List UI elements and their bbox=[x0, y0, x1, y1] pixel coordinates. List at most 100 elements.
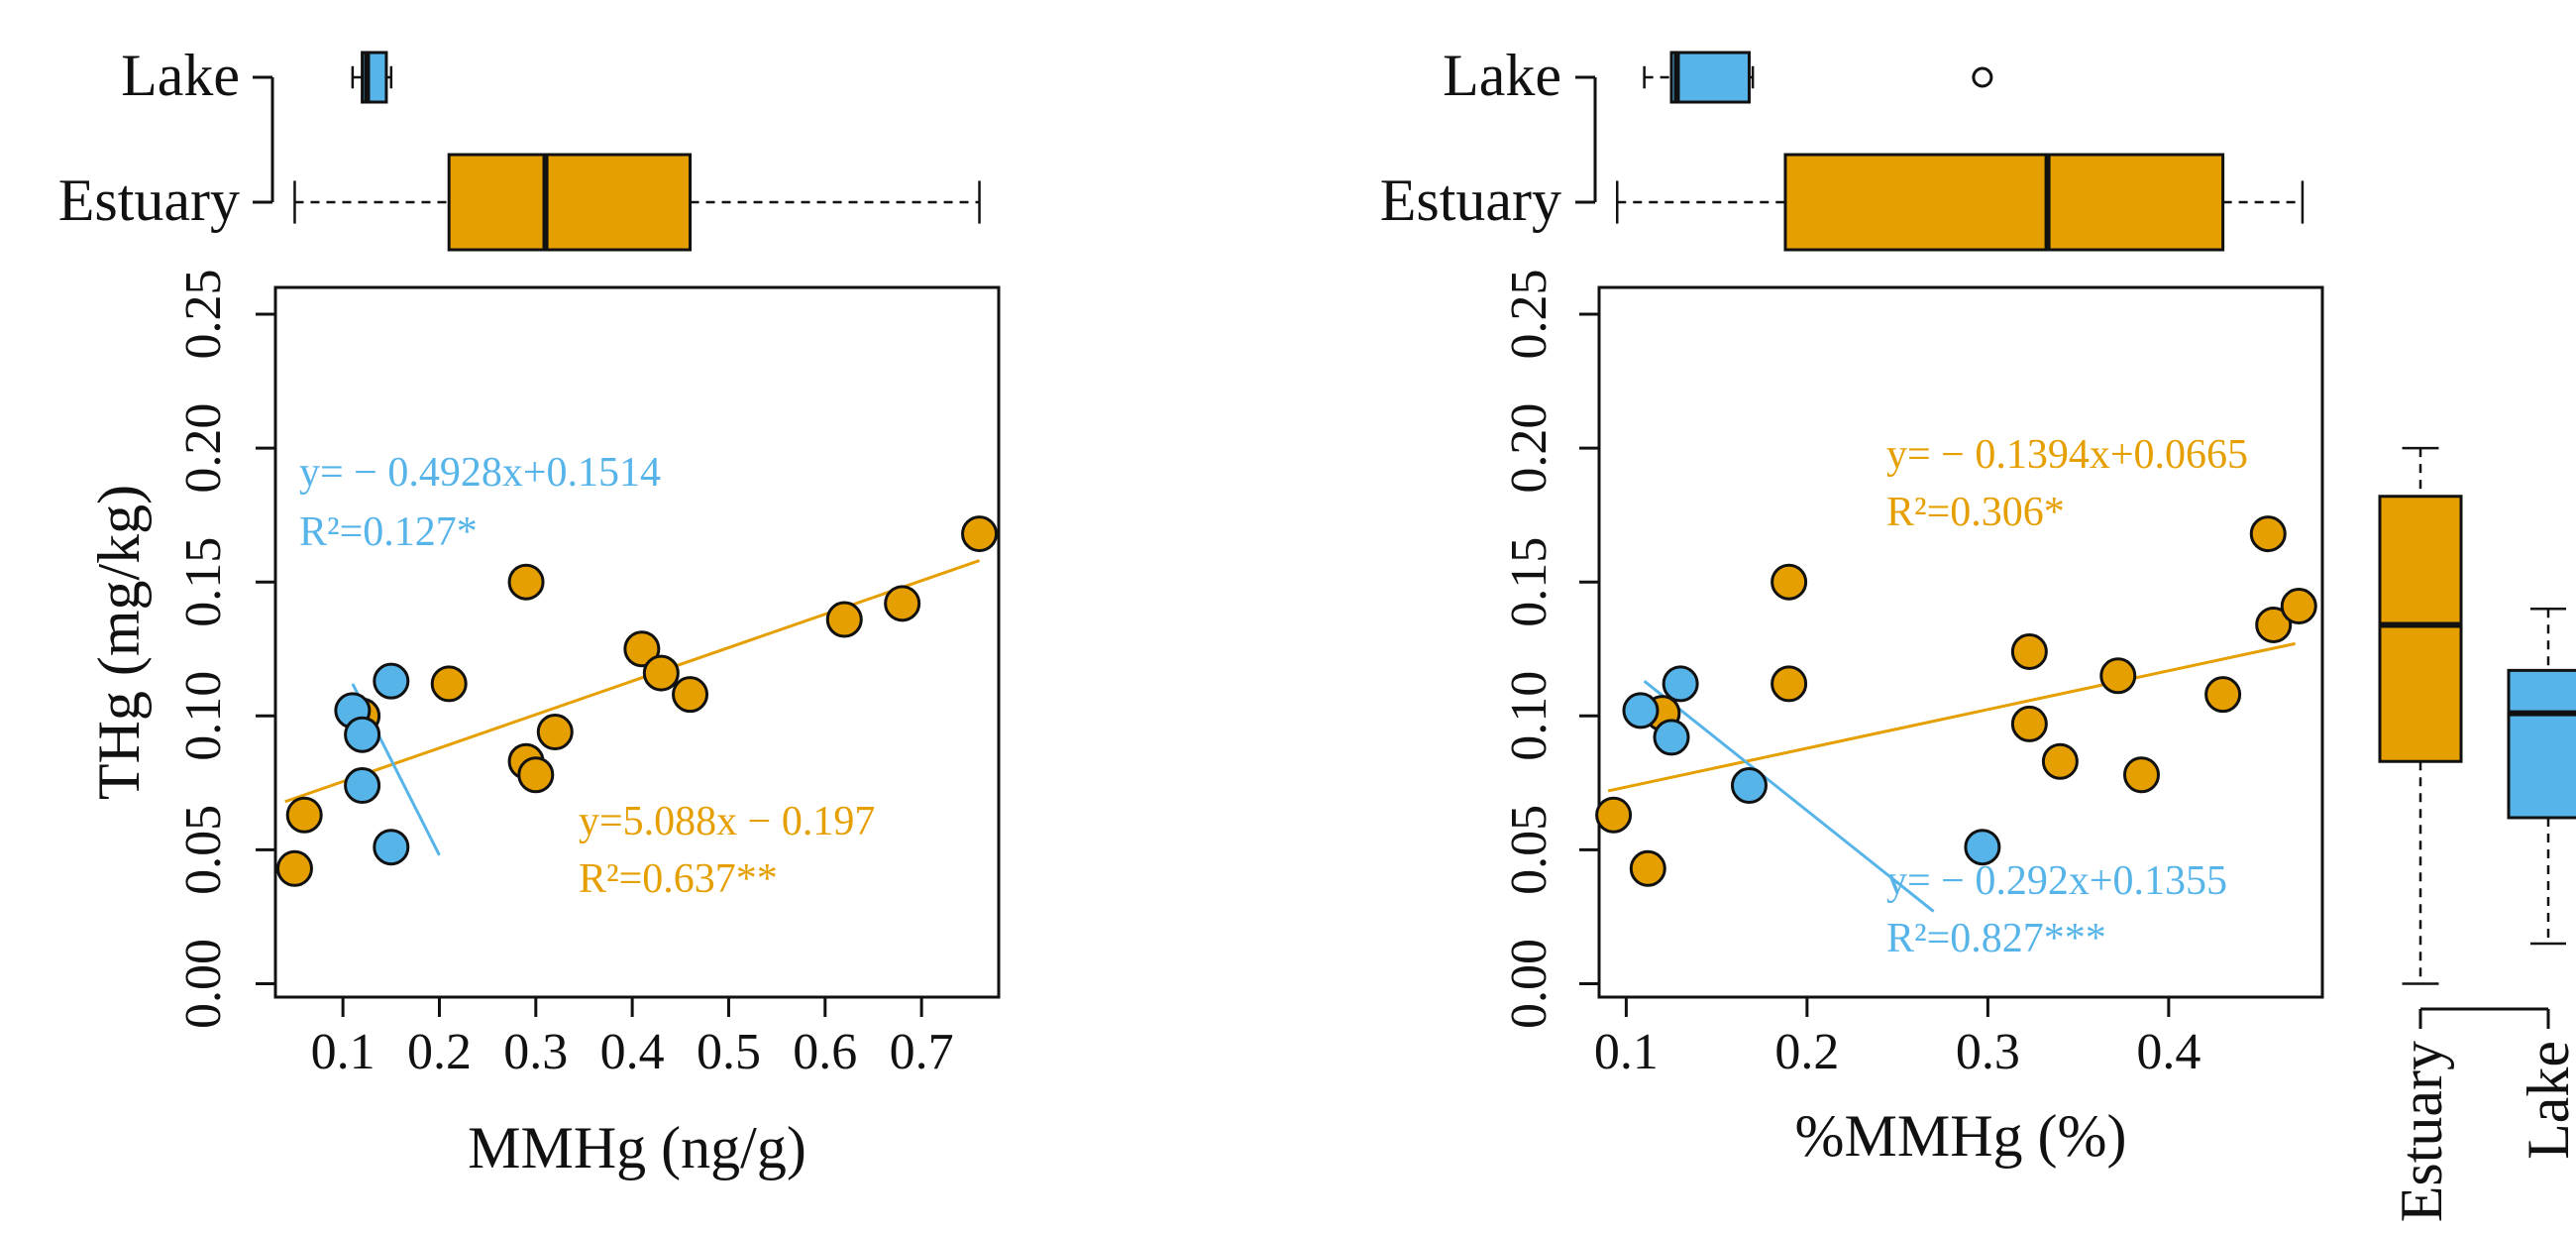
y-tick-label: 0.20 bbox=[1501, 403, 1557, 494]
estuary-point bbox=[1771, 665, 1808, 703]
x-tick-label: 0.5 bbox=[697, 1024, 761, 1080]
estuary-box bbox=[2378, 446, 2463, 985]
estuary-point bbox=[536, 714, 574, 751]
estuary-point bbox=[285, 796, 323, 834]
lake-box bbox=[351, 51, 393, 104]
estuary-r2: R²=0.306* bbox=[1886, 490, 2065, 535]
estuary-point bbox=[2255, 606, 2293, 643]
x-tick-label: 0.1 bbox=[1594, 1024, 1659, 1080]
estuary-point bbox=[2010, 632, 2048, 670]
estuary-point bbox=[517, 756, 555, 794]
estuary-box bbox=[293, 153, 981, 252]
estuary-points bbox=[1595, 515, 2317, 887]
estuary-point bbox=[961, 515, 999, 553]
panel-pct-mmhg: %MMHg (%) 0.00 0.05 0.10 0.15 0.20 0.25 … bbox=[1380, 43, 2576, 1222]
lake-r2: R²=0.827*** bbox=[1886, 916, 2106, 961]
estuary-point bbox=[2041, 742, 2079, 780]
y-tick-label: 0.15 bbox=[175, 537, 232, 627]
panel-mmhg: THg (mg/kg) MMHg (ng/g) 0.00 0.05 0.10 0… bbox=[58, 43, 1001, 1180]
x-tick-label: 0.2 bbox=[407, 1024, 472, 1080]
lake-point bbox=[373, 829, 410, 866]
x-tick-label: 0.2 bbox=[1774, 1024, 1839, 1080]
estuary-equation: y=5.088x − 0.197 bbox=[579, 799, 875, 844]
lake-point bbox=[344, 716, 381, 753]
estuary-point bbox=[2010, 705, 2048, 742]
top-boxplot: Lake Estuary bbox=[58, 43, 981, 252]
top-boxplot: Lake Estuary bbox=[1380, 43, 2305, 252]
estuary-point bbox=[672, 676, 709, 714]
group-label-estuary: Estuary bbox=[1380, 168, 1561, 233]
y-tick-label: 0.05 bbox=[1501, 805, 1557, 895]
lake-point bbox=[1964, 829, 2001, 866]
side-boxplot: Estuary Lake bbox=[2378, 446, 2576, 1222]
y-tick-label: 0.05 bbox=[175, 805, 232, 895]
y-tick-label: 0.00 bbox=[1501, 939, 1557, 1029]
x-tick-label: 0.4 bbox=[600, 1024, 665, 1080]
x-tick-label: 0.4 bbox=[2136, 1024, 2200, 1080]
x-ticks: 0.1 0.2 0.3 0.4 0.5 0.6 0.7 bbox=[311, 997, 954, 1080]
estuary-point bbox=[2204, 676, 2242, 714]
estuary-point bbox=[2280, 588, 2317, 625]
y-tick-label: 0.15 bbox=[1501, 537, 1557, 627]
group-label-lake: Lake bbox=[121, 43, 240, 108]
estuary-point bbox=[430, 665, 468, 703]
estuary-point bbox=[275, 849, 313, 887]
lake-equation: y= − 0.4928x+0.1514 bbox=[299, 450, 661, 496]
estuary-point bbox=[507, 563, 545, 601]
y-tick-label: 0.20 bbox=[175, 403, 232, 494]
box-iqr bbox=[1783, 153, 2225, 252]
estuary-point bbox=[1595, 796, 1633, 834]
y-ticks: 0.00 0.05 0.10 0.15 0.20 0.25 bbox=[175, 270, 275, 1029]
group-label-estuary: Estuary bbox=[58, 168, 240, 233]
lake-points bbox=[1622, 665, 2001, 866]
estuary-point bbox=[2249, 515, 2287, 553]
lake-equation: y= − 0.292x+0.1355 bbox=[1886, 858, 2227, 904]
estuary-point bbox=[825, 601, 863, 638]
y-axis-label: THg (mg/kg) bbox=[86, 485, 152, 800]
lake-r2: R²=0.127* bbox=[299, 509, 478, 555]
lake-box bbox=[2507, 607, 2576, 946]
plot-frame bbox=[273, 285, 1001, 999]
estuary-point bbox=[884, 585, 921, 622]
lake-point bbox=[1622, 692, 1660, 729]
x-tick-label: 0.3 bbox=[503, 1024, 568, 1080]
estuary-point bbox=[2123, 756, 2160, 794]
lake-point bbox=[1662, 665, 1699, 703]
y-tick-label: 0.10 bbox=[1501, 671, 1557, 761]
outlier-point bbox=[1972, 66, 1993, 88]
lake-point bbox=[373, 662, 410, 700]
box-iqr bbox=[447, 153, 693, 252]
x-tick-label: 0.1 bbox=[311, 1024, 376, 1080]
lake-box bbox=[1643, 51, 1993, 104]
box-iqr bbox=[2378, 495, 2463, 763]
group-label-estuary: Estuary bbox=[2389, 1041, 2454, 1222]
box-iqr bbox=[2507, 668, 2576, 820]
x-axis-label: MMHg (ng/g) bbox=[468, 1115, 806, 1180]
x-tick-label: 0.3 bbox=[1956, 1024, 2020, 1080]
plot-frame bbox=[1597, 285, 2324, 999]
y-ticks: 0.00 0.05 0.10 0.15 0.20 0.25 bbox=[1501, 270, 1599, 1029]
group-label-lake: Lake bbox=[1443, 43, 1561, 108]
y-tick-label: 0.25 bbox=[175, 270, 232, 360]
estuary-point bbox=[623, 630, 661, 668]
lake-points bbox=[334, 662, 410, 866]
estuary-fit-line bbox=[284, 559, 981, 804]
y-tick-label: 0.25 bbox=[1501, 270, 1557, 360]
group-label-lake: Lake bbox=[2516, 1041, 2576, 1160]
fit-lines bbox=[1607, 641, 2296, 913]
estuary-point bbox=[2099, 657, 2137, 695]
lake-point bbox=[1730, 767, 1768, 805]
x-axis-label: %MMHg (%) bbox=[1795, 1103, 2127, 1169]
lake-point bbox=[1653, 719, 1690, 756]
x-tick-label: 0.6 bbox=[793, 1024, 857, 1080]
x-tick-label: 0.7 bbox=[890, 1024, 954, 1080]
estuary-r2: R²=0.637** bbox=[579, 856, 778, 902]
estuary-point bbox=[1771, 563, 1808, 601]
x-ticks: 0.1 0.2 0.3 0.4 bbox=[1594, 997, 2200, 1080]
estuary-point bbox=[1629, 849, 1666, 887]
estuary-equation: y= − 0.1394x+0.0665 bbox=[1886, 432, 2248, 478]
y-tick-label: 0.00 bbox=[175, 939, 232, 1029]
lake-point bbox=[344, 767, 381, 805]
box-iqr bbox=[1669, 51, 1751, 104]
